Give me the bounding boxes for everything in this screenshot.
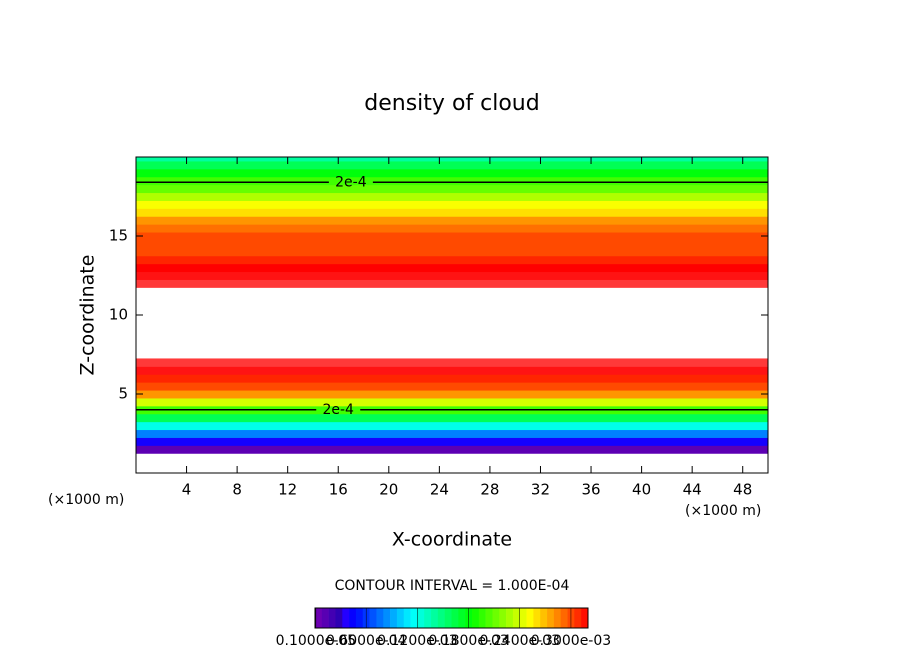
colorbar-swatch — [349, 608, 357, 628]
density-band — [136, 232, 768, 241]
colorbar-swatch — [458, 608, 466, 628]
colorbar-swatch — [547, 608, 555, 628]
colorbar-frame — [314, 607, 589, 629]
x-tick-label: 28 — [480, 481, 499, 499]
density-band — [136, 271, 768, 280]
colorbar-swatch — [560, 608, 568, 628]
x-tick-label: 32 — [531, 481, 550, 499]
chart-title: density of cloud — [364, 91, 539, 116]
colorbar-swatch — [315, 608, 323, 628]
x-tick-label: 4 — [182, 481, 192, 499]
colorbar-label: 0.6000e-04 — [326, 633, 407, 649]
density-band — [136, 157, 768, 162]
colorbar-swatch — [519, 608, 527, 628]
colorbar-swatch — [437, 608, 445, 628]
density-band — [136, 279, 768, 288]
colorbar-swatch — [478, 608, 486, 628]
colorbar-swatch — [512, 608, 521, 628]
density-band — [136, 397, 768, 407]
x-tick-label: 8 — [232, 481, 242, 499]
x-unit: (×1000 m) — [48, 492, 124, 508]
colorbar-swatch — [451, 608, 459, 628]
y-tick-label: 5 — [118, 385, 128, 403]
density-band — [136, 160, 768, 170]
density-band — [136, 184, 768, 194]
colorbar-swatch — [499, 608, 507, 628]
density-band — [136, 421, 768, 431]
colorbar-swatch — [424, 608, 432, 628]
y-tick-label: 10 — [109, 306, 128, 324]
colorbar-label: 0.1000e-05 — [276, 633, 356, 649]
density-band — [136, 255, 768, 265]
colorbar-swatch — [553, 608, 561, 628]
density-band — [136, 192, 768, 201]
contour-interval: CONTOUR INTERVAL = 1.000E-04 — [335, 578, 570, 594]
density-band — [136, 200, 768, 209]
x-axis-label: X-coordinate — [392, 529, 512, 551]
colorbar-swatch — [355, 608, 364, 628]
colorbar-swatch — [342, 608, 350, 628]
x-tick-label: 16 — [329, 481, 348, 499]
colorbar-swatch — [431, 608, 439, 628]
density-band — [136, 224, 768, 233]
density-band — [136, 176, 768, 186]
density-band — [136, 382, 768, 391]
x-tick-label: 12 — [278, 481, 297, 499]
density-band — [136, 413, 768, 423]
x-tick-label: 36 — [581, 481, 600, 499]
colorbar-swatch — [321, 608, 329, 628]
colorbar-swatch — [383, 608, 391, 628]
colorbar-label: 0.3000e-03 — [531, 633, 611, 649]
density-band — [136, 366, 768, 375]
density-band — [136, 445, 768, 454]
colorbar-swatch — [506, 608, 514, 628]
contour-label: 2e-4 — [322, 402, 354, 418]
colorbar-swatch — [492, 608, 500, 628]
x-tick-label: 48 — [733, 481, 752, 499]
colorbar-swatch — [533, 608, 541, 628]
colorbar-swatch — [390, 608, 398, 628]
density-band — [136, 374, 768, 383]
density-band — [136, 208, 768, 217]
colorbar-label: 0.1200e-03 — [377, 633, 457, 649]
density-band — [136, 239, 768, 249]
colorbar-swatch — [328, 608, 336, 628]
density-band — [136, 437, 768, 446]
density-band — [136, 216, 768, 225]
x-tick-label: 44 — [683, 481, 702, 499]
x-tick-label: 20 — [379, 481, 398, 499]
density-band — [136, 429, 768, 438]
colorbar-swatch — [471, 608, 480, 628]
density-band — [136, 358, 768, 367]
colorbar-swatch — [485, 608, 493, 628]
colorbar-swatch — [444, 608, 452, 628]
density-band — [136, 390, 768, 399]
x-tick-label: 40 — [632, 481, 651, 499]
colorbar-swatch — [581, 608, 589, 628]
colorbar-swatch — [526, 608, 534, 628]
colorbar-swatch — [376, 608, 384, 628]
contour-label: 2e-4 — [335, 174, 367, 190]
colorbar-swatch — [540, 608, 548, 628]
colorbar-swatch — [403, 608, 411, 628]
y-tick-label: 15 — [109, 227, 128, 245]
colorbar-swatch — [574, 608, 582, 628]
x-tick-label: 24 — [430, 481, 449, 499]
colorbar-swatch — [410, 608, 418, 628]
colorbar-swatch — [335, 608, 343, 628]
density-band — [136, 168, 768, 178]
colorbar-swatch — [369, 608, 377, 628]
colorbar-swatch — [396, 608, 405, 628]
density-band — [136, 263, 768, 273]
density-band — [136, 247, 768, 257]
colorbar-swatch — [417, 608, 425, 628]
x-unit: (×1000 m) — [685, 503, 761, 519]
colorbar-label: 0.1800e-03 — [428, 633, 508, 649]
colorbar-label: 0.2400e-03 — [480, 633, 560, 649]
y-axis-label: Z-coordinate — [77, 255, 99, 376]
